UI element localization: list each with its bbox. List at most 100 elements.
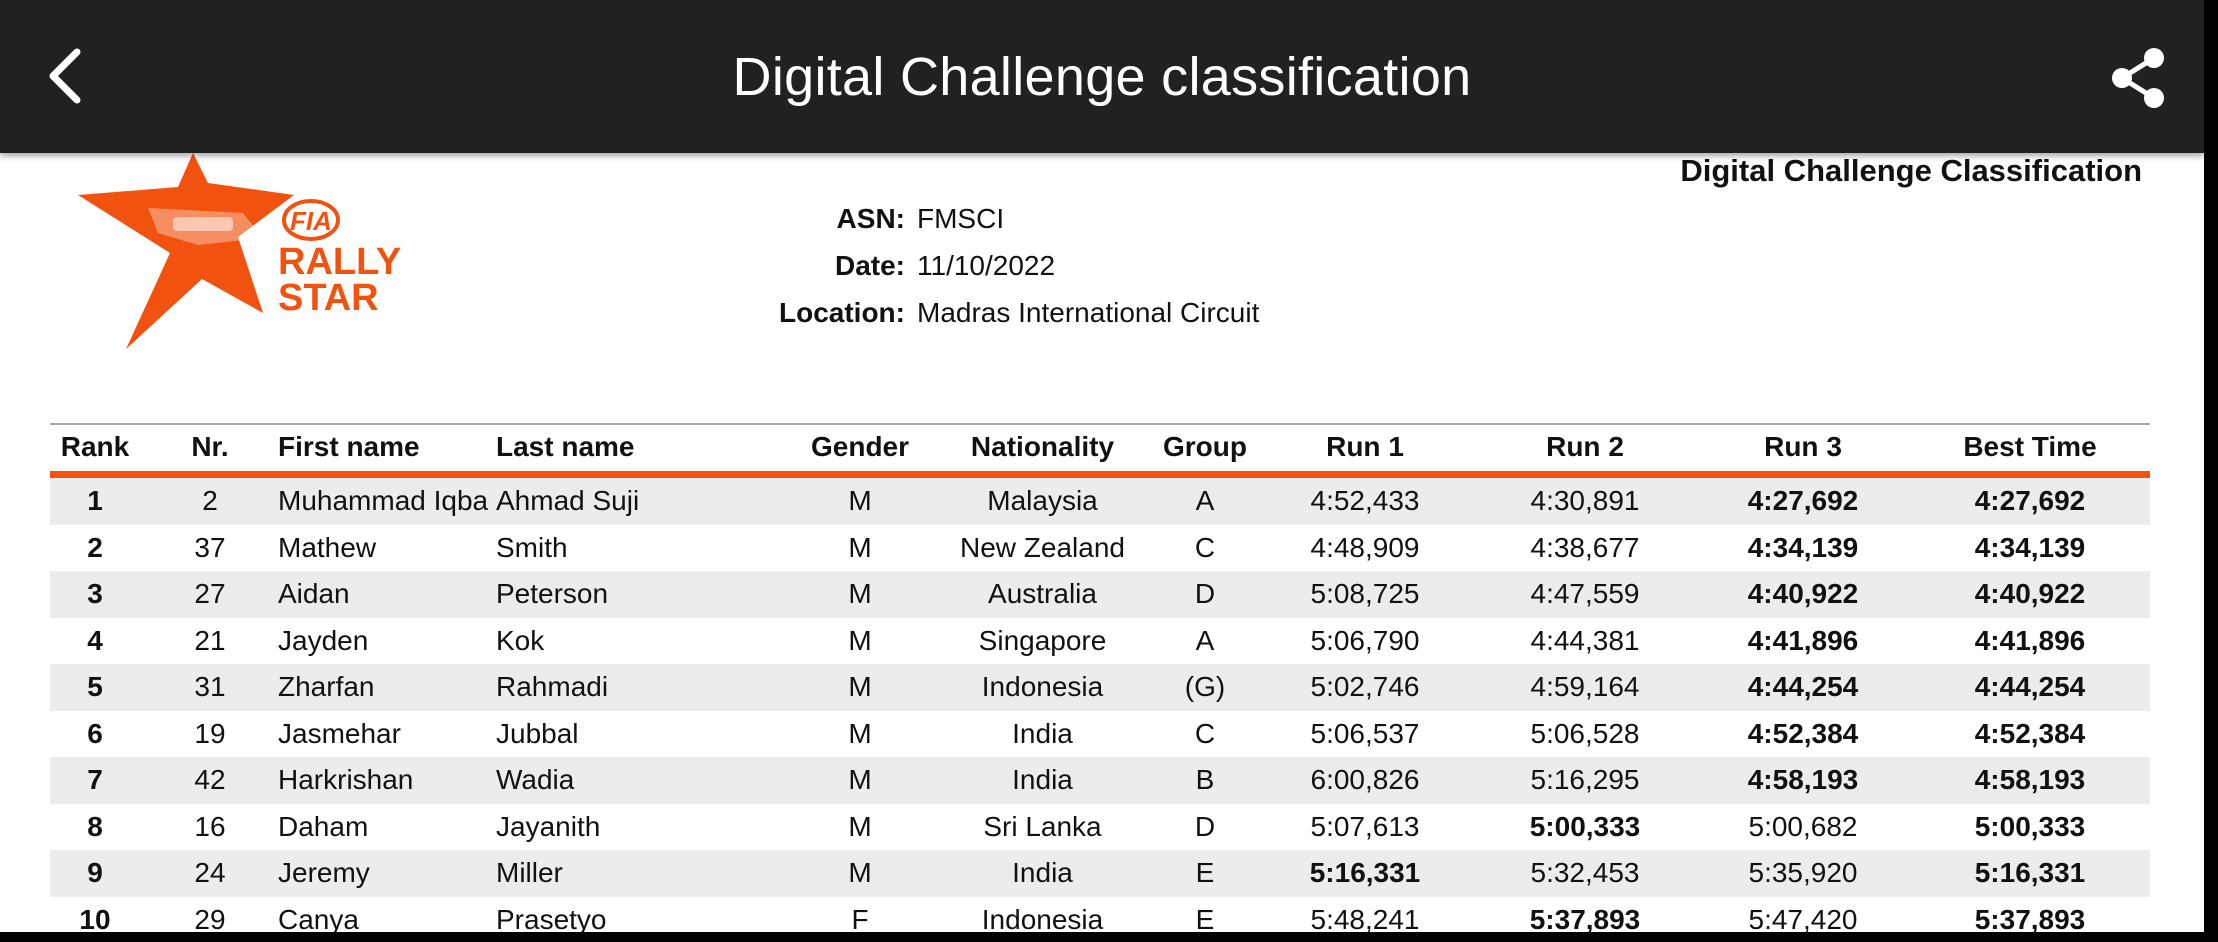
document-heading: Digital Challenge Classification [1680, 153, 2142, 188]
cell-best-time: 4:58,193 [1974, 764, 2086, 795]
cell-best-time: 5:16,331 [1974, 857, 2086, 888]
column-header-run-3: Run 3 [1764, 431, 1842, 462]
cell-run-2: 5:00,333 [1529, 810, 1641, 842]
cell-nationality: Singapore [978, 624, 1107, 656]
share-button[interactable] [2100, 40, 2176, 116]
chevron-left-icon [49, 48, 81, 104]
cell-first-name: Jeremy [278, 857, 370, 888]
table-header: Rank Nr. First name Last name Gender National… [50, 425, 2150, 471]
cell-best-time: 4:40,922 [1974, 578, 2086, 609]
cell-gender: M [848, 531, 872, 563]
meta-value: Madras International Circuit [917, 297, 1260, 328]
cell-last-name: Smith [496, 531, 568, 563]
cell-first-name: Zharfan [278, 671, 375, 702]
column-header-nr: Nr. [191, 431, 229, 462]
cell-rank: 1 [87, 485, 103, 516]
cell-run-2: 4:47,559 [1530, 578, 1640, 609]
cell-last-name: Kok [496, 624, 545, 656]
cell-run-3: 5:47,420 [1748, 903, 1858, 933]
cell-nr: 24 [194, 857, 226, 888]
cell-run-2: 4:59,164 [1530, 671, 1640, 702]
cell-run-2: 5:06,528 [1530, 717, 1640, 749]
table-row: 2 37 Mathew Smith M New Zealand C 4:48,909 4:38,… [50, 525, 2150, 572]
cell-nr: 31 [194, 671, 226, 702]
cell-rank: 9 [87, 857, 103, 888]
cell-group: A [1195, 624, 1215, 656]
cell-rank: 7 [87, 764, 103, 795]
cell-last-name: Rahmadi [496, 671, 609, 702]
cell-run-1: 6:00,826 [1310, 764, 1420, 795]
right-edge [2204, 0, 2218, 942]
cell-run-3: 4:27,692 [1747, 485, 1859, 516]
cell-last-name: Prasetyo [496, 903, 607, 933]
cell-group: C [1194, 531, 1216, 563]
cell-nr: 27 [194, 578, 226, 609]
column-header-group: Group [1163, 431, 1247, 462]
cell-last-name: Jubbal [496, 717, 579, 749]
column-header-first-name: First name [278, 431, 420, 462]
cell-run-3: 4:52,384 [1747, 717, 1859, 749]
cell-group: D [1194, 810, 1216, 842]
table-row: 8 16 Daham Jayanith M Sri Lanka D 5:07,613 5:00,… [50, 804, 2150, 851]
cell-group: D [1194, 578, 1216, 609]
cell-run-2: 5:37,893 [1529, 903, 1641, 933]
cell-run-3: 5:00,682 [1748, 810, 1858, 842]
table-row: 6 19 Jasmehar Jubbal M India C 5:06,537 5:06,528… [50, 711, 2150, 758]
back-button[interactable] [30, 38, 100, 114]
cell-nr: 16 [194, 810, 226, 842]
app-bar: Digital Challenge classification [0, 0, 2204, 153]
cell-nr: 2 [202, 485, 218, 516]
cell-best-time: 4:41,896 [1974, 624, 2086, 656]
cell-run-2: 5:32,453 [1530, 857, 1640, 888]
cell-nr: 29 [194, 903, 226, 933]
cell-last-name: Miller [496, 857, 563, 888]
cell-first-name: Mathew [278, 531, 377, 563]
logo-badge: FIA [290, 206, 332, 236]
app-bar-title: Digital Challenge classification [732, 47, 1472, 107]
cell-last-name: Jayanith [496, 810, 601, 842]
cell-first-name: Harkrishan [278, 764, 414, 795]
event-meta: ASN: FMSCI Date: 11/10/2022 Location: Ma… [700, 203, 1259, 344]
cell-gender: M [848, 624, 872, 656]
cell-group: (G) [1184, 671, 1226, 702]
cell-run-1: 5:06,537 [1310, 717, 1420, 749]
meta-label: Date: [834, 250, 905, 281]
cell-gender: M [848, 810, 872, 842]
cell-group: E [1195, 857, 1215, 888]
cell-best-time: 4:34,139 [1974, 531, 2086, 563]
cell-gender: M [848, 485, 872, 516]
cell-nr: 37 [194, 531, 226, 563]
cell-run-1: 4:52,433 [1310, 485, 1420, 516]
cell-run-3: 5:35,920 [1748, 857, 1858, 888]
meta-value: FMSCI [917, 203, 1005, 234]
cell-best-time: 5:00,333 [1974, 810, 2086, 842]
cell-first-name: Aidan [278, 578, 350, 609]
cell-gender: F [851, 903, 869, 933]
table-row: 10 29 Canya Prasetyo F Indonesia E 5:48,241 5:37… [50, 897, 2150, 933]
cell-first-name: Jayden [278, 624, 369, 656]
cell-rank: 3 [87, 578, 103, 609]
cell-last-name: Peterson [496, 578, 609, 609]
cell-run-3: 4:34,139 [1747, 531, 1859, 563]
cell-run-2: 4:30,891 [1530, 485, 1640, 516]
cell-group: B [1195, 764, 1215, 795]
cell-run-1: 4:48,909 [1310, 531, 1420, 563]
column-header-gender: Gender [810, 431, 910, 462]
cell-run-1: 5:06,790 [1310, 624, 1420, 656]
table-body: 1 2 Muhammad Iqba Ahmad Suji M Malaysia A 4:52,… [50, 478, 2150, 932]
cell-best-time: 4:27,692 [1974, 485, 2086, 516]
column-header-rank: Rank [60, 431, 130, 462]
cell-run-2: 4:38,677 [1530, 531, 1640, 563]
cell-nationality: India [1012, 764, 1073, 795]
cell-run-2: 5:16,295 [1530, 764, 1640, 795]
share-icon [2112, 48, 2164, 108]
cell-run-3: 4:44,254 [1747, 671, 1859, 702]
cell-gender: M [848, 764, 872, 795]
cell-rank: 2 [87, 531, 103, 563]
meta-value: 11/10/2022 [917, 250, 1056, 281]
cell-nationality: New Zealand [960, 531, 1125, 563]
table-row: 1 2 Muhammad Iqba Ahmad Suji M Malaysia A 4:52,… [50, 478, 2150, 525]
cell-run-3: 4:58,193 [1747, 764, 1859, 795]
cell-gender: M [848, 717, 872, 749]
